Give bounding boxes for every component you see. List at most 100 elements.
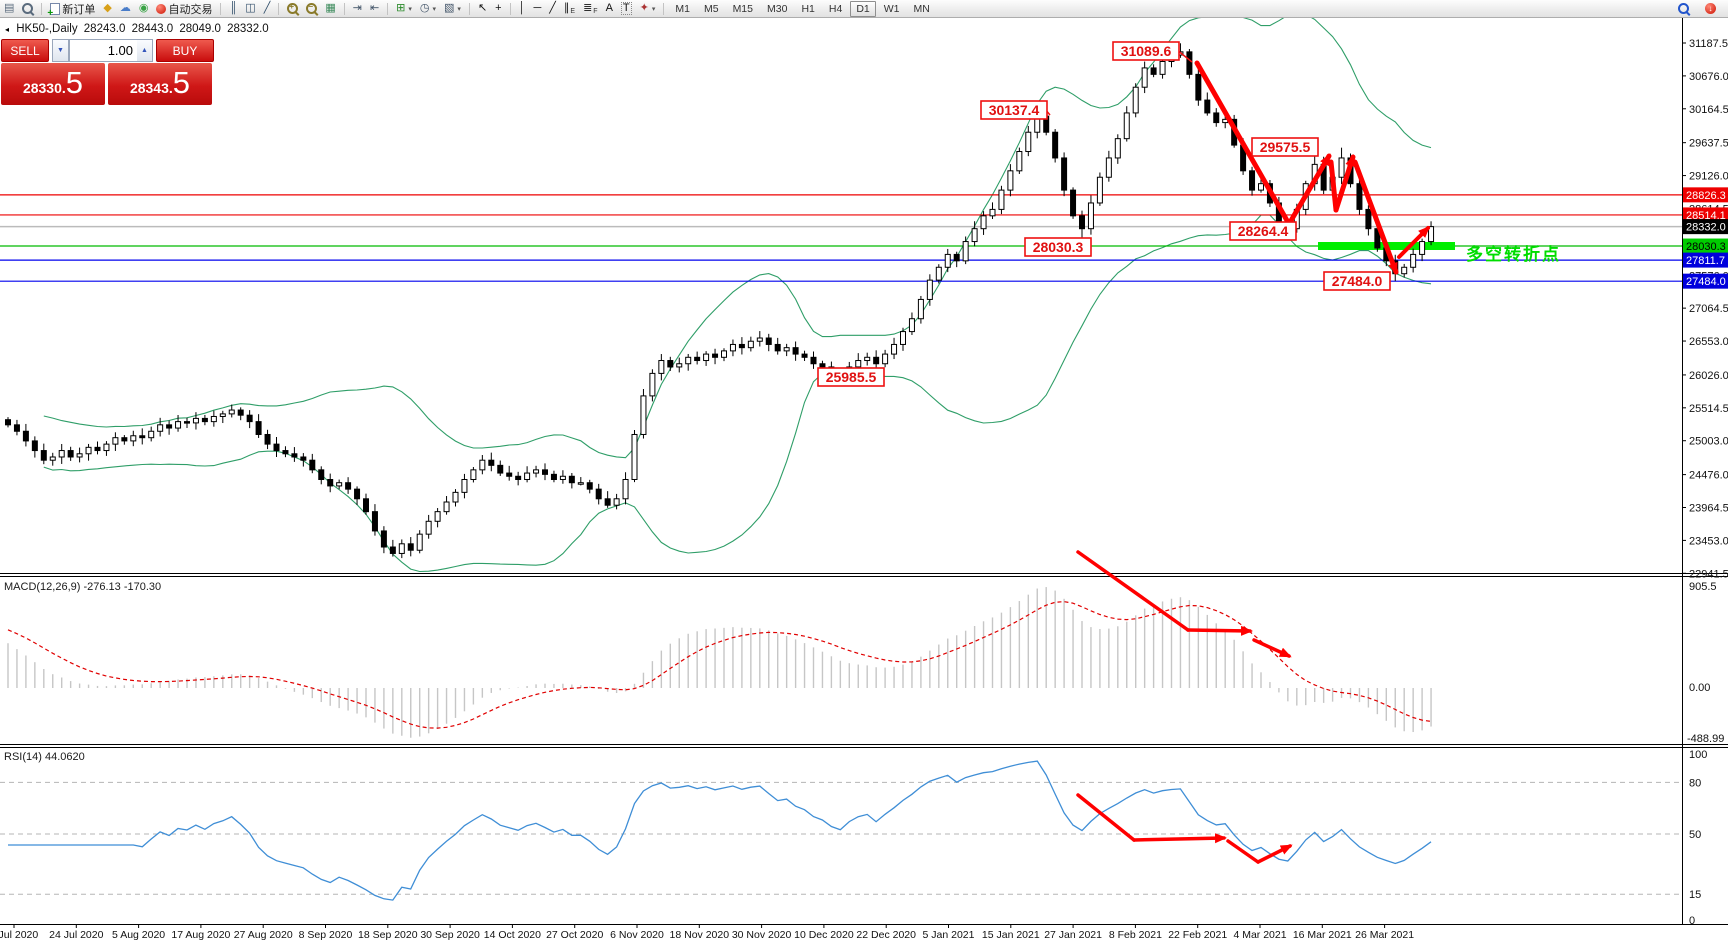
price-annotations: 31089.6 30137.4 29575.5 28264.4 28030.3 25985… bbox=[817, 41, 1391, 387]
vline-icon[interactable]: │ bbox=[518, 2, 526, 14]
zoom-out-icon[interactable]: − bbox=[302, 1, 321, 16]
metaeditor-icon[interactable]: ◆ bbox=[103, 2, 112, 14]
community-icon[interactable]: ☁ bbox=[119, 2, 131, 14]
signals-icon[interactable]: ◉ bbox=[138, 2, 149, 14]
ohlc-open: 28243.0 bbox=[83, 23, 126, 35]
auto-scroll-icon[interactable]: ⇥ bbox=[352, 2, 362, 14]
tile-windows-icon[interactable]: ▦ bbox=[325, 2, 336, 14]
bar-chart-icon[interactable]: ║ bbox=[229, 2, 238, 14]
macd-signal-value: -170.30 bbox=[123, 581, 162, 593]
turning-point-label[interactable]: 多空转折点 bbox=[1466, 245, 1561, 264]
svg-text:50: 50 bbox=[1689, 829, 1701, 841]
svg-text:30137.4: 30137.4 bbox=[989, 102, 1040, 118]
macd-main-value: -276.13 bbox=[83, 581, 121, 593]
text-icon[interactable]: A bbox=[605, 2, 613, 14]
price-annotation-30137.4[interactable]: 30137.4 bbox=[980, 100, 1051, 120]
svg-text:24 Jul 2020: 24 Jul 2020 bbox=[49, 929, 103, 941]
price-badge-28030.3: 28030.3 bbox=[1683, 238, 1728, 254]
trendline-icon[interactable]: ╱ bbox=[549, 2, 556, 14]
price-annotation-31089.6[interactable]: 31089.6 bbox=[1112, 41, 1193, 63]
svg-text:15 Jan 2021: 15 Jan 2021 bbox=[982, 929, 1040, 941]
svg-text:6 Nov 2020: 6 Nov 2020 bbox=[610, 929, 664, 941]
timeframe-mn[interactable]: MN bbox=[913, 2, 930, 15]
price-annotation-27484.0[interactable]: 27484.0 bbox=[1323, 271, 1391, 291]
ohlc-close: 28332.0 bbox=[227, 23, 269, 35]
svg-text:16 Mar 2021: 16 Mar 2021 bbox=[1293, 929, 1352, 941]
update-icon[interactable]: ↓ bbox=[1701, 1, 1720, 16]
channel-icon[interactable]: ∥ E bbox=[563, 2, 576, 15]
svg-text:22941.5: 22941.5 bbox=[1689, 568, 1728, 580]
price-annotation-28030.3[interactable]: 28030.3 bbox=[1024, 237, 1092, 257]
svg-text:27484.0: 27484.0 bbox=[1332, 273, 1383, 289]
sell-button[interactable]: SELL bbox=[1, 39, 49, 62]
svg-text:27 Jan 2021: 27 Jan 2021 bbox=[1044, 929, 1102, 941]
timeframe-m1[interactable]: M1 bbox=[675, 2, 690, 15]
price-axis[interactable]: 31187.530676.030164.529637.529126.028614… bbox=[1682, 38, 1728, 580]
svg-text:22 Feb 2021: 22 Feb 2021 bbox=[1168, 929, 1227, 941]
svg-text:0: 0 bbox=[1689, 915, 1695, 927]
date-axis[interactable]: 4 Jul 2020 24 Jul 2020 5 Aug 2020 17 Aug 20… bbox=[0, 924, 1414, 942]
crosshair-icon[interactable]: + bbox=[495, 2, 502, 14]
buy-price-display[interactable]: 28343. 5 bbox=[108, 63, 212, 105]
svg-text:29637.5: 29637.5 bbox=[1689, 138, 1728, 150]
svg-text:28030.3: 28030.3 bbox=[1033, 239, 1084, 255]
market-preview-icon[interactable] bbox=[18, 1, 37, 16]
indicators-icon[interactable]: ⊞ ▾ bbox=[396, 2, 412, 14]
price-badge-27484.0: 27484.0 bbox=[1683, 273, 1728, 289]
svg-text:27811.7: 27811.7 bbox=[1686, 255, 1725, 267]
timeframe-d1[interactable]: D1 bbox=[850, 0, 876, 17]
template-icon[interactable]: ▧ ▾ bbox=[444, 2, 461, 14]
timeframe-h4[interactable]: H4 bbox=[828, 2, 843, 15]
svg-text:4 Mar 2021: 4 Mar 2021 bbox=[1233, 929, 1286, 941]
autotrading-button[interactable]: 自动交易 bbox=[152, 1, 216, 16]
volume-decrease-button[interactable]: ▼ bbox=[52, 39, 69, 62]
price-annotation-28264.4[interactable]: 28264.4 bbox=[1229, 221, 1297, 241]
trend-arrows[interactable] bbox=[1076, 60, 1431, 864]
window-icon[interactable]: ▤ bbox=[4, 2, 15, 14]
label-icon[interactable]: T bbox=[620, 2, 632, 15]
timeframe-h1[interactable]: H1 bbox=[801, 2, 815, 15]
svg-text:30164.5: 30164.5 bbox=[1689, 104, 1728, 116]
timeframe-m5[interactable]: M5 bbox=[703, 2, 719, 15]
svg-text:80: 80 bbox=[1689, 777, 1701, 789]
svg-text:905.5: 905.5 bbox=[1689, 581, 1717, 593]
new-order-button[interactable]: 新订单 bbox=[46, 1, 99, 19]
timeframe-m30[interactable]: M30 bbox=[767, 2, 788, 15]
search-icon[interactable] bbox=[1674, 1, 1693, 16]
volume-increase-button[interactable]: ▲ bbox=[137, 39, 153, 62]
toolbar: ▤新订单◆☁◉自动交易║◫╱+−▦⇥⇤⊞▾◷▾▧▾↖+│─╱∥E≣FAT✦▾ M… bbox=[0, 0, 1728, 19]
svg-text:23964.5: 23964.5 bbox=[1689, 503, 1728, 515]
svg-text:15: 15 bbox=[1689, 889, 1701, 901]
timeframe-toolbar: M1 M5 M15 M30 H1 H4 D1 W1 MN bbox=[668, 0, 936, 17]
buy-button[interactable]: BUY bbox=[156, 39, 214, 62]
svg-text:18 Nov 2020: 18 Nov 2020 bbox=[670, 929, 730, 941]
price-badge-28332.0: 28332.0 bbox=[1683, 219, 1728, 235]
svg-text:28030.3: 28030.3 bbox=[1686, 241, 1726, 253]
zoom-in-icon[interactable]: + bbox=[283, 1, 302, 16]
candle-chart-icon[interactable]: ◫ bbox=[245, 2, 256, 14]
period-icon[interactable]: ◷ ▾ bbox=[419, 2, 437, 14]
chart-shift-icon[interactable]: ⇤ bbox=[369, 2, 380, 14]
timeframe-w1[interactable]: W1 bbox=[883, 2, 900, 15]
volume-input[interactable]: 1.00 bbox=[69, 39, 137, 62]
svg-text:24476.0: 24476.0 bbox=[1689, 470, 1728, 482]
price-annotation-29575.5[interactable]: 29575.5 bbox=[1251, 137, 1319, 157]
symbol-period-label: HK50-,Daily bbox=[16, 23, 78, 35]
price-badge-28514.1: 28514.1 bbox=[1683, 207, 1728, 223]
rsi-value: 44.0620 bbox=[44, 751, 85, 763]
timeframe-m15[interactable]: M15 bbox=[732, 2, 753, 15]
sell-price-display[interactable]: 28330. 5 bbox=[1, 63, 105, 105]
rsi-label: RSI(14) 44.0620 bbox=[4, 751, 85, 763]
svg-text:0.00: 0.00 bbox=[1689, 682, 1710, 694]
shapes-icon[interactable]: ✦ ▾ bbox=[639, 2, 656, 14]
line-chart-icon[interactable]: ╱ bbox=[263, 2, 271, 14]
svg-text:30 Sep 2020: 30 Sep 2020 bbox=[420, 929, 480, 941]
fibonacci-icon[interactable]: ≣ F bbox=[583, 2, 598, 15]
price-annotation-25985.5[interactable]: 25985.5 bbox=[817, 367, 885, 387]
cursor-icon[interactable]: ↖ bbox=[477, 2, 488, 14]
svg-text:10 Dec 2020: 10 Dec 2020 bbox=[794, 929, 854, 941]
svg-text:26026.0: 26026.0 bbox=[1689, 370, 1728, 382]
hline-icon[interactable]: ─ bbox=[533, 2, 542, 14]
chart-marker-icon: ◂ bbox=[5, 25, 10, 34]
